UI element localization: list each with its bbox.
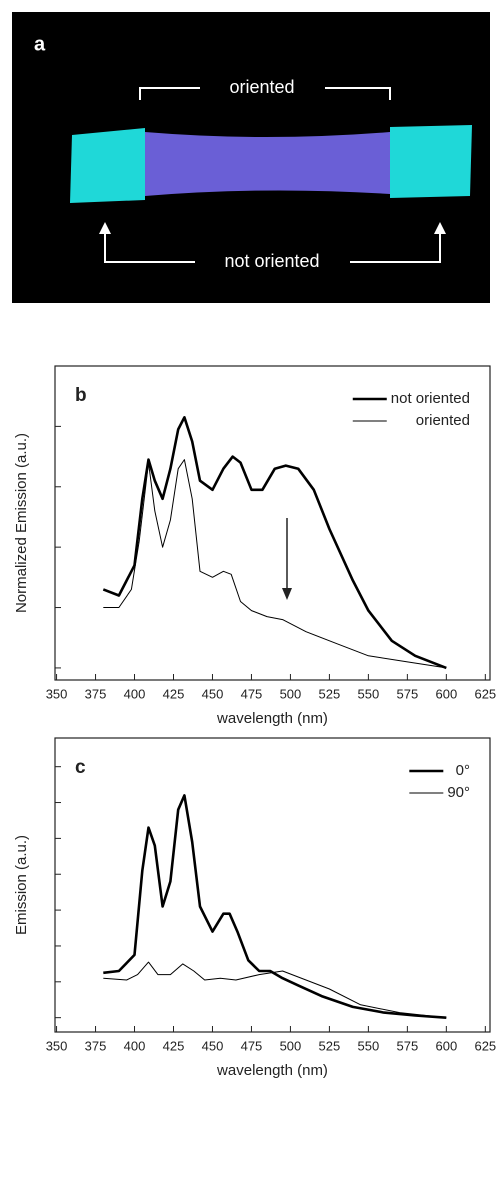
x-tick-label: 350 — [46, 1038, 68, 1053]
data-line — [103, 961, 447, 1019]
x-tick-label: 350 — [46, 686, 68, 701]
y-axis-label: Normalized Emission (a.u.) — [13, 433, 30, 613]
x-tick-label: 375 — [85, 1038, 107, 1053]
strip-end — [390, 125, 472, 198]
plot-frame — [54, 365, 491, 681]
x-tick-label: 575 — [397, 686, 419, 701]
x-tick-label: 625 — [474, 686, 496, 701]
x-tick-label: 500 — [280, 1038, 302, 1053]
panel-label: c — [75, 757, 86, 778]
annotation-arrow — [282, 518, 292, 600]
data-line — [103, 459, 447, 669]
x-tick-label: 500 — [280, 686, 302, 701]
x-tick-label: 625 — [474, 1038, 496, 1053]
x-tick-label: 475 — [241, 686, 263, 701]
y-axis-label: Emission (a.u.) — [13, 835, 30, 935]
x-tick-label: 375 — [85, 686, 107, 701]
x-tick-label: 475 — [241, 1038, 263, 1053]
x-tick-label: 400 — [124, 686, 146, 701]
x-tick-label: 450 — [202, 1038, 224, 1053]
x-tick-label: 550 — [358, 1038, 380, 1053]
x-tick-label: 525 — [319, 686, 341, 701]
legend-label: 90° — [447, 784, 470, 801]
bracket — [139, 87, 391, 100]
x-tick-label: 425 — [163, 686, 185, 701]
x-axis-label: wavelength (nm) — [216, 1062, 328, 1079]
plot-frame — [54, 737, 491, 1033]
data-line — [102, 416, 447, 670]
photo-panel: a oriented not oriented — [12, 12, 490, 303]
x-tick-label: 600 — [435, 686, 457, 701]
panel-label: a — [34, 33, 46, 55]
data-line — [103, 794, 447, 1019]
x-tick-label: 575 — [397, 1038, 419, 1053]
x-tick-label: 425 — [163, 1038, 185, 1053]
x-tick-label: 550 — [358, 686, 380, 701]
x-tick-label: 600 — [435, 1038, 457, 1053]
x-axis-label: wavelength (nm) — [216, 710, 328, 727]
strip-end — [70, 128, 145, 203]
bracket — [104, 228, 441, 263]
legend-label: oriented — [416, 412, 470, 429]
legend-label: not oriented — [391, 390, 470, 407]
x-tick-label: 450 — [202, 686, 224, 701]
panel-label: b — [75, 385, 87, 406]
x-tick-label: 400 — [124, 1038, 146, 1053]
label-oriented: oriented — [229, 77, 294, 97]
x-tick-label: 525 — [319, 1038, 341, 1053]
label-not-oriented: not oriented — [224, 251, 319, 271]
strip-center — [145, 132, 390, 196]
legend-label: 0° — [456, 762, 470, 779]
